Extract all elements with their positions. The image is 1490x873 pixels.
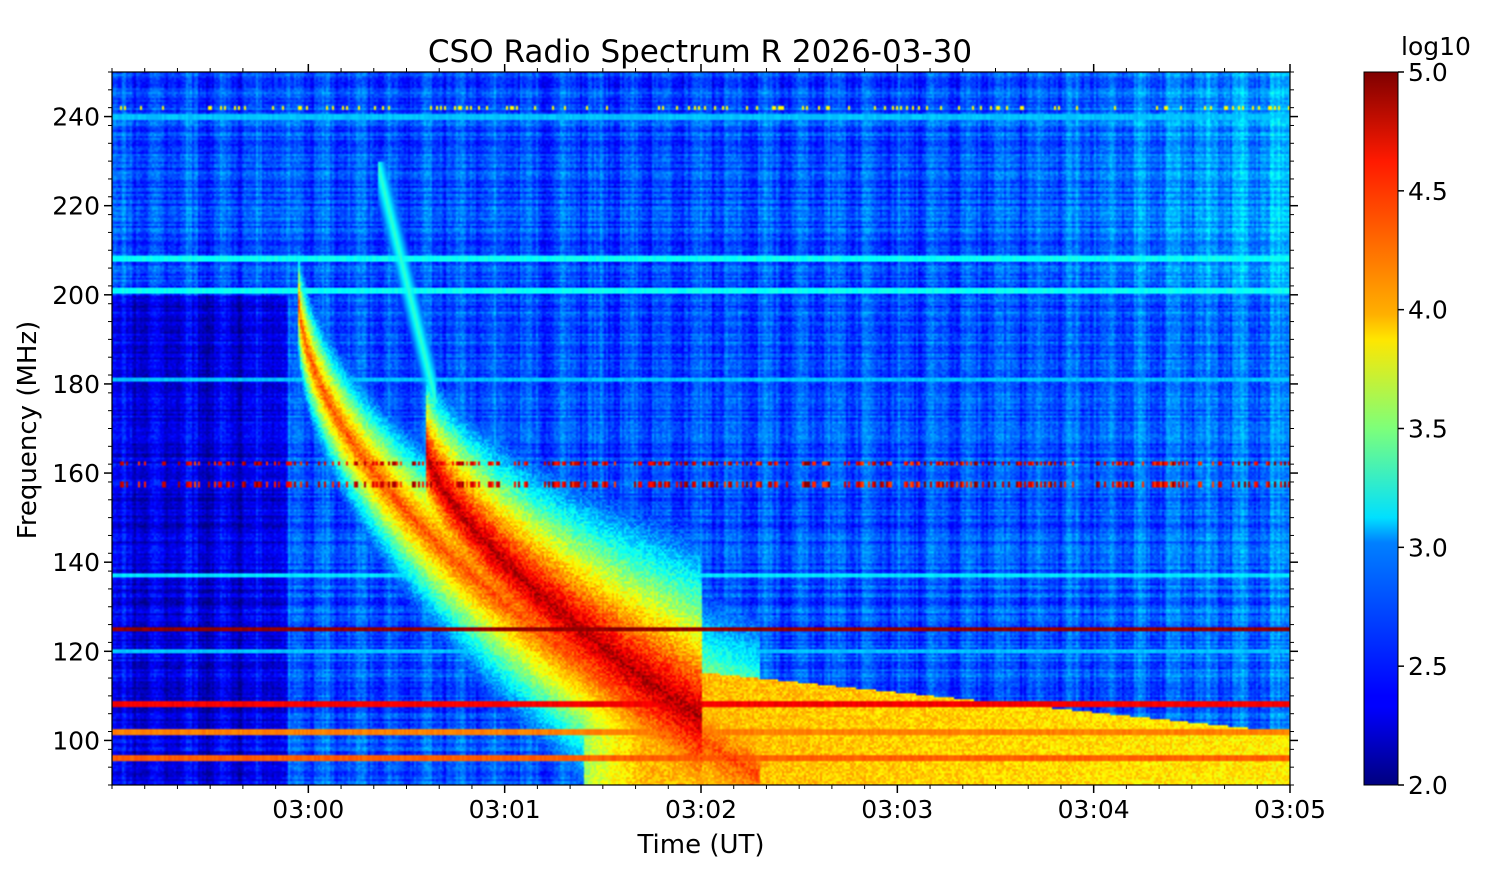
colorbar-tick-label: 2.5	[1408, 652, 1448, 681]
spectrogram-heatmap	[112, 72, 1290, 785]
y-axis-label: Frequency (MHz)	[13, 321, 43, 540]
colorbar	[1363, 71, 1399, 786]
colorbar-tick-label: 3.5	[1408, 415, 1448, 444]
colorbar-tick-label: 5.0	[1408, 58, 1448, 87]
x-axis-label: Time (UT)	[636, 830, 764, 860]
colorbar-tick-label: 3.0	[1408, 533, 1448, 562]
x-tick-label: 03:01	[469, 795, 541, 824]
y-tick-label: 100	[52, 726, 100, 755]
y-axis: 100 120 140 160 180 200 220 240	[52, 71, 1298, 786]
colorbar-tick-label: 2.0	[1408, 771, 1448, 800]
y-tick-label: 160	[52, 459, 100, 488]
colorbar-ticks: 2.0 2.5 3.0 3.5 4.0 4.5 5.0	[1398, 58, 1448, 800]
chart-title: CSO Radio Spectrum R 2026-03-30	[428, 34, 972, 70]
x-tick-label: 03:03	[861, 795, 933, 824]
x-tick-label: 03:04	[1058, 795, 1130, 824]
colorbar-label: log10	[1401, 32, 1471, 61]
y-tick-label: 140	[52, 548, 100, 577]
x-tick-label: 03:02	[665, 795, 737, 824]
colorbar-tick-label: 4.5	[1408, 177, 1448, 206]
x-tick-label: 03:00	[272, 795, 344, 824]
colorbar-tick-label: 4.0	[1408, 296, 1448, 325]
y-tick-label: 180	[52, 370, 100, 399]
y-tick-label: 120	[52, 637, 100, 666]
x-tick-label: 03:05	[1254, 795, 1326, 824]
y-tick-label: 200	[52, 281, 100, 310]
x-axis: 03:00 03:01 03:02 03:03 03:04 03:05	[111, 64, 1326, 824]
y-tick-label: 220	[52, 192, 100, 221]
y-tick-label: 240	[52, 103, 100, 132]
